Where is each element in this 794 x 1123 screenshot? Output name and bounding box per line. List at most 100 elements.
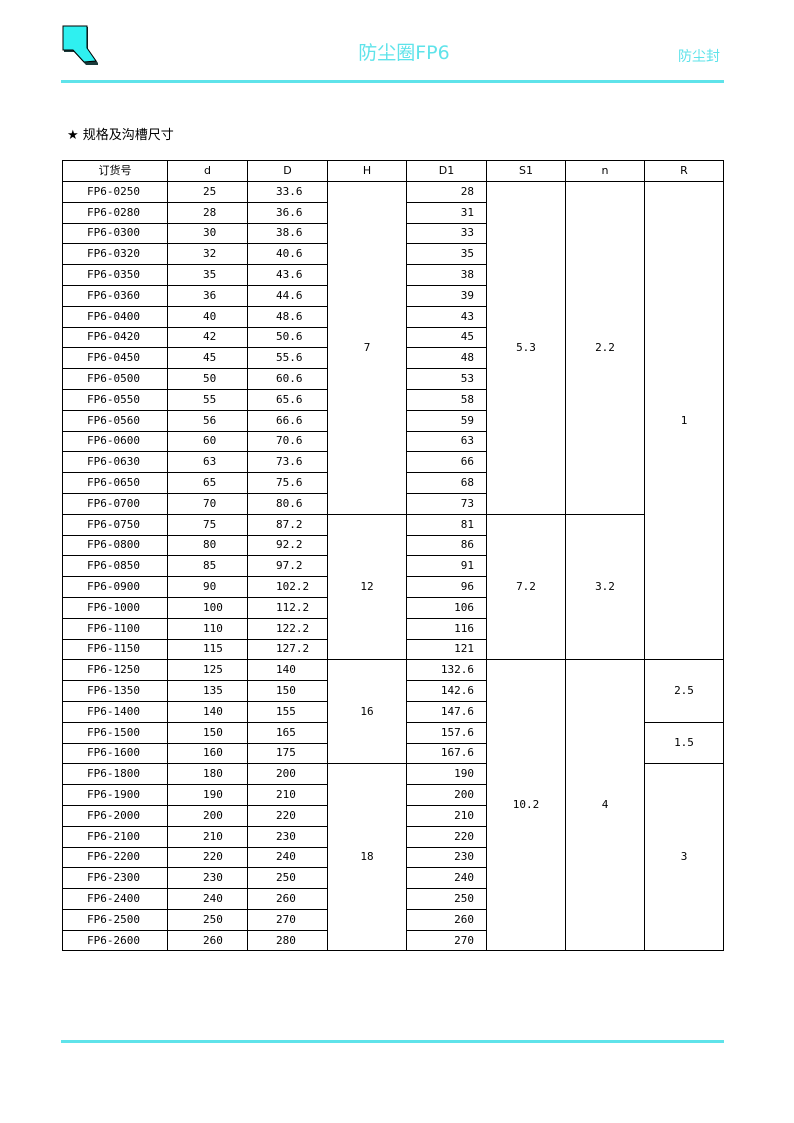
S1-cell: 7.2 — [486, 513, 566, 661]
d-cell: 90 — [167, 576, 248, 598]
order-number-cell: FP6-0500 — [62, 368, 168, 390]
D1-cell: 48 — [406, 347, 487, 370]
D-cell: 175 — [247, 742, 328, 765]
D1-cell: 167.6 — [406, 742, 487, 765]
column-header: S1 — [486, 160, 566, 182]
D1-cell: 66 — [406, 451, 487, 474]
D1-cell: 96 — [406, 576, 487, 598]
d-cell: 50 — [167, 368, 248, 390]
d-cell: 210 — [167, 825, 248, 848]
order-number-cell: FP6-0630 — [62, 451, 168, 474]
table-row: FP6-0900 90 102.2 96 — [62, 576, 724, 598]
table-row: FP6-1800 180 200 18 190 3 — [62, 763, 724, 952]
D1-cell: 33 — [406, 222, 487, 245]
d-cell: 32 — [167, 243, 248, 266]
page-title: 防尘圈FP6 — [358, 42, 450, 64]
header-divider — [61, 80, 724, 83]
table-row: FP6-0250 25 33.6 7 28 5.3 2.2 1 — [62, 180, 724, 661]
D1-cell: 91 — [406, 555, 487, 578]
D1-cell: 270 — [406, 929, 487, 952]
table-row: FP6-1250 125 140 16 132.6 10.2 4 2.5 — [62, 659, 724, 952]
d-cell: 180 — [167, 763, 248, 786]
H-cell: 7 — [327, 181, 407, 515]
column-header: n — [565, 160, 645, 182]
D-cell: 102.2 — [247, 576, 328, 598]
d-cell: 110 — [167, 617, 248, 640]
table-row: FP6-1100 110 122.2 116 — [62, 617, 724, 640]
order-number-cell: FP6-0250 — [62, 181, 168, 203]
order-number-cell: FP6-1100 — [62, 617, 168, 640]
seal-profile-icon — [62, 25, 98, 65]
H-cell: 16 — [327, 659, 407, 765]
order-number-cell: FP6-0800 — [62, 534, 168, 557]
order-number-cell: FP6-0280 — [62, 201, 168, 224]
S1-cell: 5.3 — [486, 181, 566, 515]
D-cell: 70.6 — [247, 430, 328, 453]
D1-cell: 43 — [406, 305, 487, 328]
D1-cell: 38 — [406, 264, 487, 286]
D1-cell: 220 — [406, 825, 487, 848]
D-cell: 140 — [247, 659, 328, 682]
d-cell: 56 — [167, 409, 248, 432]
table-row: FP6-2100 210 230 220 — [62, 825, 724, 848]
table-row: FP6-1400 140 155 147.6 — [62, 700, 724, 723]
D-cell: 280 — [247, 929, 328, 952]
table-row: FP6-0300 30 38.6 33 — [62, 222, 724, 245]
d-cell: 240 — [167, 888, 248, 910]
table-row: FP6-0650 65 75.6 68 — [62, 472, 724, 494]
D1-cell: 28 — [406, 181, 487, 203]
D-cell: 75.6 — [247, 472, 328, 494]
D-cell: 80.6 — [247, 492, 328, 515]
order-number-cell: FP6-1150 — [62, 638, 168, 661]
order-number-cell: FP6-0400 — [62, 305, 168, 328]
order-number-cell: FP6-0850 — [62, 555, 168, 578]
d-cell: 140 — [167, 700, 248, 723]
D-cell: 65.6 — [247, 388, 328, 411]
table-row: FP6-2600 260 280 270 — [62, 929, 724, 952]
d-cell: 125 — [167, 659, 248, 682]
D1-cell: 190 — [406, 763, 487, 786]
D-cell: 87.2 — [247, 513, 328, 536]
D-cell: 40.6 — [247, 243, 328, 266]
column-header: D1 — [406, 160, 487, 182]
D-cell: 38.6 — [247, 222, 328, 245]
n-cell: 2.2 — [565, 181, 645, 515]
order-number-cell: FP6-0450 — [62, 347, 168, 370]
D-cell: 92.2 — [247, 534, 328, 557]
table-row: FP6-2200 220 240 230 — [62, 846, 724, 869]
d-cell: 80 — [167, 534, 248, 557]
order-number-cell: FP6-0900 — [62, 576, 168, 598]
d-cell: 200 — [167, 804, 248, 827]
D1-cell: 68 — [406, 472, 487, 494]
D1-cell: 147.6 — [406, 700, 487, 723]
d-cell: 150 — [167, 721, 248, 744]
order-number-cell: FP6-0600 — [62, 430, 168, 453]
D-cell: 250 — [247, 867, 328, 890]
D-cell: 220 — [247, 804, 328, 827]
R-cell: 1 — [644, 180, 724, 661]
order-number-cell: FP6-0700 — [62, 492, 168, 515]
d-cell: 36 — [167, 284, 248, 307]
order-number-cell: FP6-0560 — [62, 409, 168, 432]
D-cell: 260 — [247, 888, 328, 910]
d-cell: 70 — [167, 492, 248, 515]
D-cell: 55.6 — [247, 347, 328, 370]
d-cell: 42 — [167, 326, 248, 349]
D-cell: 73.6 — [247, 451, 328, 474]
order-number-cell: FP6-0750 — [62, 513, 168, 536]
d-cell: 250 — [167, 908, 248, 931]
R-cell: 3 — [644, 763, 724, 952]
D1-cell: 116 — [406, 617, 487, 640]
D-cell: 150 — [247, 680, 328, 702]
D-cell: 36.6 — [247, 201, 328, 224]
d-cell: 65 — [167, 472, 248, 494]
table-header-row: 订货号 d D H D1 S1 n R — [62, 160, 724, 182]
order-number-cell: FP6-0420 — [62, 326, 168, 349]
order-number-cell: FP6-0300 — [62, 222, 168, 245]
order-number-cell: FP6-1350 — [62, 680, 168, 702]
D1-cell: 200 — [406, 784, 487, 806]
table-row: FP6-0560 56 66.6 59 — [62, 409, 724, 432]
category-label: 防尘封 — [678, 49, 720, 65]
table-row: FP6-2500 250 270 260 — [62, 908, 724, 931]
D1-cell: 59 — [406, 409, 487, 432]
